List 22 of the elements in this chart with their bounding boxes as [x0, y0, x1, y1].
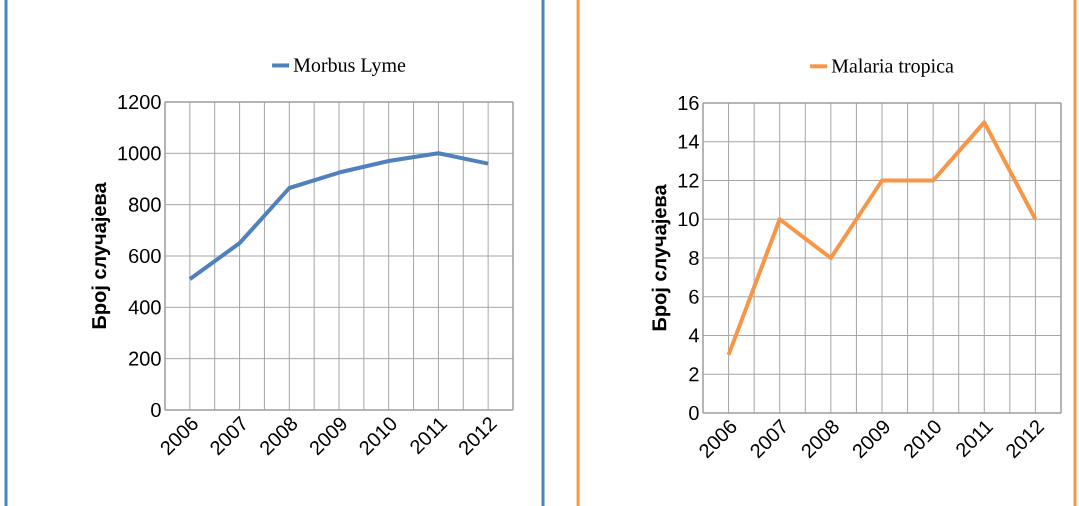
legend-label: Malaria tropica	[831, 58, 954, 77]
y-tick-label: 200	[129, 351, 161, 366]
y-tick-label: 4	[688, 328, 699, 343]
y-tick-label: 14	[678, 134, 699, 149]
y-tick-label: 600	[129, 248, 161, 264]
line-series	[726, 120, 1038, 357]
y-axis-title: Број случајева	[91, 182, 111, 329]
y-tick-label: 1200	[118, 94, 161, 110]
y-tick-label: 16	[678, 95, 699, 111]
y-tick-label: 12	[678, 173, 699, 188]
y-tick-label: 400	[128, 300, 161, 315]
y-tick-label: 0	[689, 405, 699, 421]
y-tick-label: 2	[689, 367, 699, 382]
legend-label: Morbus Lyme	[293, 57, 406, 76]
y-tick-label: 0	[151, 402, 161, 418]
y-tick-label: 6	[689, 289, 699, 304]
y-tick-label: 8	[689, 250, 699, 266]
y-tick-label: 10	[678, 212, 699, 227]
y-axis-title: Број случајева	[651, 184, 671, 331]
line-series	[187, 151, 491, 282]
y-tick-label: 1000	[118, 146, 161, 161]
y-tick-label: 800	[128, 197, 161, 212]
